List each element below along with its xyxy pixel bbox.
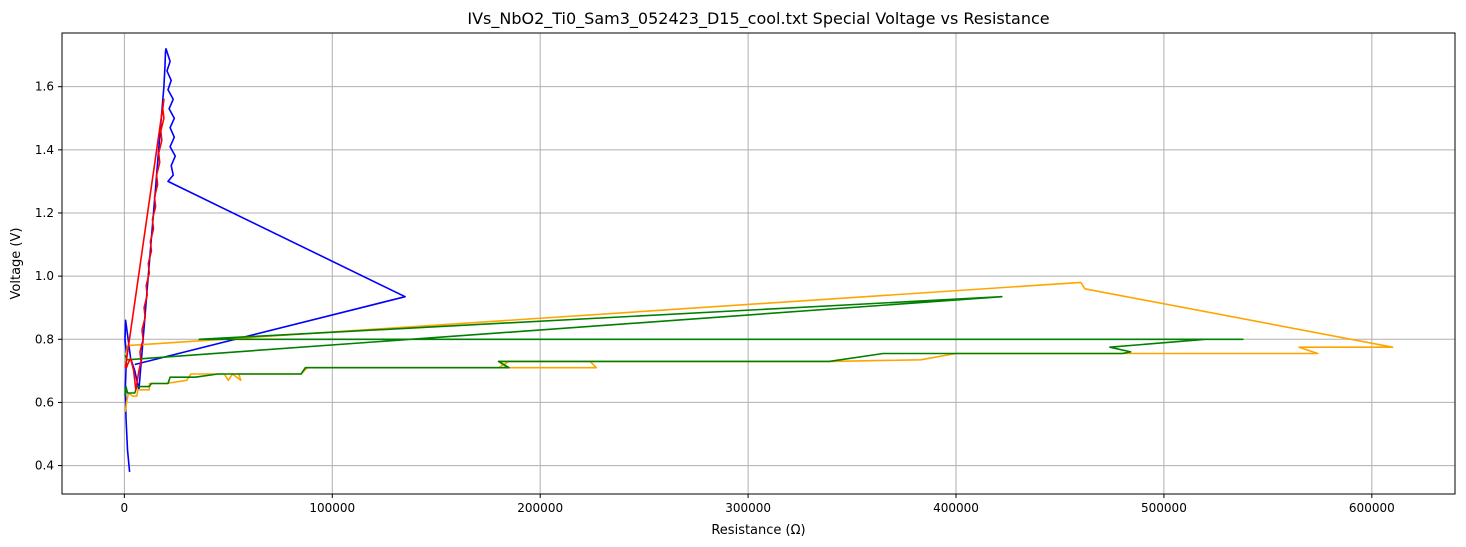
- y-tick-label: 1.0: [35, 269, 54, 283]
- x-tick-label: 0: [121, 501, 129, 515]
- series-line-2: [124, 281, 1394, 412]
- y-tick-label: 1.4: [35, 143, 54, 157]
- y-axis-ticks: 0.4 0.6 0.8 1.0 1.2 1.4 1.6: [35, 80, 62, 473]
- x-tick-label: 200000: [517, 501, 563, 515]
- y-tick-label: 0.8: [35, 332, 54, 346]
- y-axis-label: Voltage (V): [9, 228, 24, 300]
- chart-title: IVs_NbO2_Ti0_Sam3_052423_D15_cool.txt Sp…: [467, 9, 1049, 29]
- y-tick-label: 1.6: [35, 80, 54, 94]
- grid: [62, 33, 1455, 494]
- plot-frame: [61, 32, 1456, 495]
- x-tick-label: 600000: [1349, 501, 1395, 515]
- x-tick-label: 100000: [309, 501, 355, 515]
- y-tick-label: 0.4: [35, 459, 54, 473]
- x-tick-label: 300000: [725, 501, 771, 515]
- plot-series: [124, 47, 1394, 472]
- y-tick-label: 0.6: [35, 395, 54, 409]
- x-tick-label: 500000: [1141, 501, 1187, 515]
- series-line-1: [124, 47, 406, 472]
- y-tick-label: 1.2: [35, 206, 54, 220]
- x-axis-label: Resistance (Ω): [711, 523, 805, 538]
- x-axis-ticks: 0 100000 200000 300000 400000 500000 600000: [121, 494, 1395, 515]
- series-line-4: [124, 98, 165, 391]
- series-line-3: [124, 295, 1244, 397]
- x-tick-label: 400000: [933, 501, 979, 515]
